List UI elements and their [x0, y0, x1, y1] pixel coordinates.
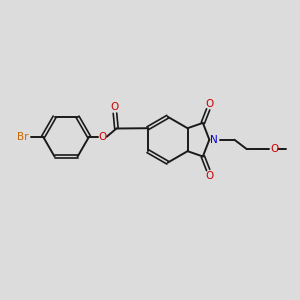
Text: O: O — [98, 132, 106, 142]
Text: N: N — [211, 135, 218, 145]
Text: Br: Br — [17, 132, 29, 142]
Text: O: O — [270, 144, 278, 154]
Text: O: O — [205, 171, 214, 181]
Text: O: O — [110, 102, 118, 112]
Text: O: O — [205, 99, 214, 109]
